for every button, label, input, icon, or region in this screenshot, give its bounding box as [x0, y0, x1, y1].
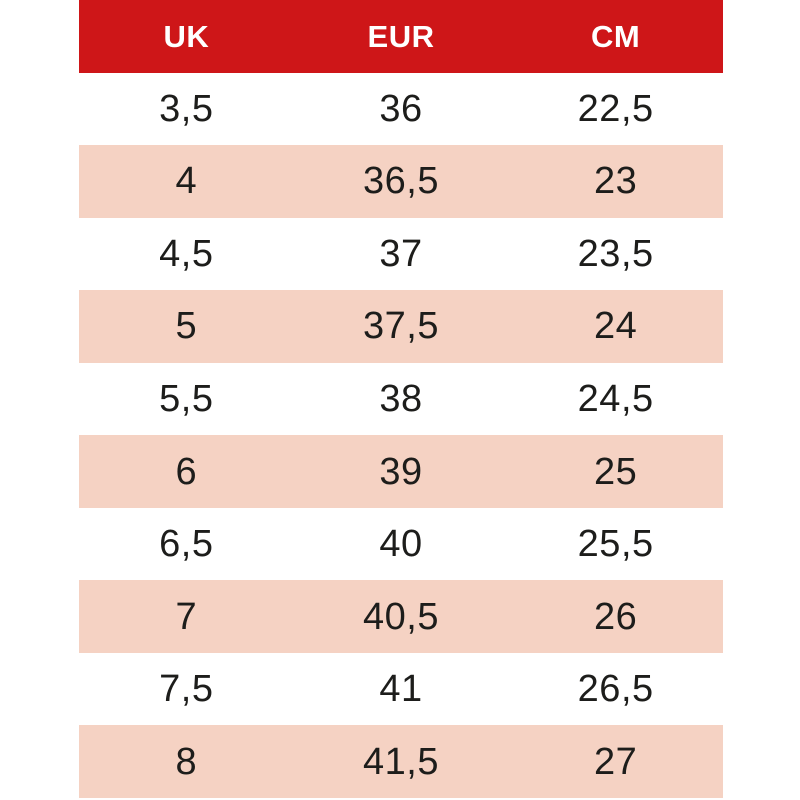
cell-eur: 37,5 [363, 305, 439, 348]
cell-eur: 36,5 [363, 160, 439, 203]
cell-cm: 26 [594, 595, 638, 638]
cell-uk: 3,5 [159, 87, 214, 130]
cell-eur: 41,5 [363, 740, 439, 783]
table-row: 3,5 36 22,5 [79, 72, 723, 146]
cell-cm: 24,5 [577, 378, 654, 420]
table-row: 6 39 25 [79, 435, 723, 508]
cell-cm: 25 [594, 450, 638, 493]
cell-cm: 23 [594, 160, 638, 203]
cell-eur: 39 [379, 450, 423, 493]
table-row: 5 37,5 24 [79, 290, 723, 363]
table-row: 8 41,5 27 [79, 725, 723, 799]
cell-eur: 37 [379, 232, 423, 275]
table-row: 7,5 41 26,5 [79, 652, 723, 726]
table-header-row: UK EUR CM [79, 0, 723, 73]
cell-cm: 25,5 [577, 523, 654, 566]
cell-uk: 7,5 [159, 668, 214, 711]
table-row: 4,5 37 23,5 [79, 217, 723, 291]
cell-uk: 6,5 [159, 523, 214, 566]
cell-uk: 5,5 [159, 378, 214, 420]
table-row: 5,5 38 24,5 [79, 362, 723, 436]
cell-eur: 41 [379, 668, 423, 711]
cell-cm: 27 [594, 740, 638, 783]
cell-uk: 7 [175, 595, 198, 638]
shoe-size-conversion-table: UK EUR CM 3,5 36 22,5 4 36,5 23 4,5 37 2… [79, 0, 723, 799]
cell-uk: 4,5 [159, 232, 214, 275]
table-row: 6,5 40 25,5 [79, 507, 723, 581]
cell-cm: 22,5 [577, 87, 654, 130]
cell-uk: 6 [175, 450, 198, 493]
cell-uk: 8 [175, 740, 198, 783]
cell-cm: 24 [594, 305, 638, 348]
cell-eur: 38 [379, 378, 423, 420]
cell-cm: 26,5 [577, 668, 654, 711]
cell-eur: 40 [379, 523, 423, 566]
table-row: 4 36,5 23 [79, 145, 723, 218]
table-row: 7 40,5 26 [79, 580, 723, 653]
header-cell-eur: EUR [367, 18, 435, 54]
cell-cm: 23,5 [577, 232, 654, 275]
cell-uk: 4 [175, 160, 198, 203]
header-cell-cm: CM [591, 18, 641, 54]
cell-eur: 40,5 [363, 595, 439, 638]
cell-uk: 5 [175, 305, 198, 348]
cell-eur: 36 [379, 87, 423, 130]
header-cell-uk: UK [163, 18, 210, 54]
